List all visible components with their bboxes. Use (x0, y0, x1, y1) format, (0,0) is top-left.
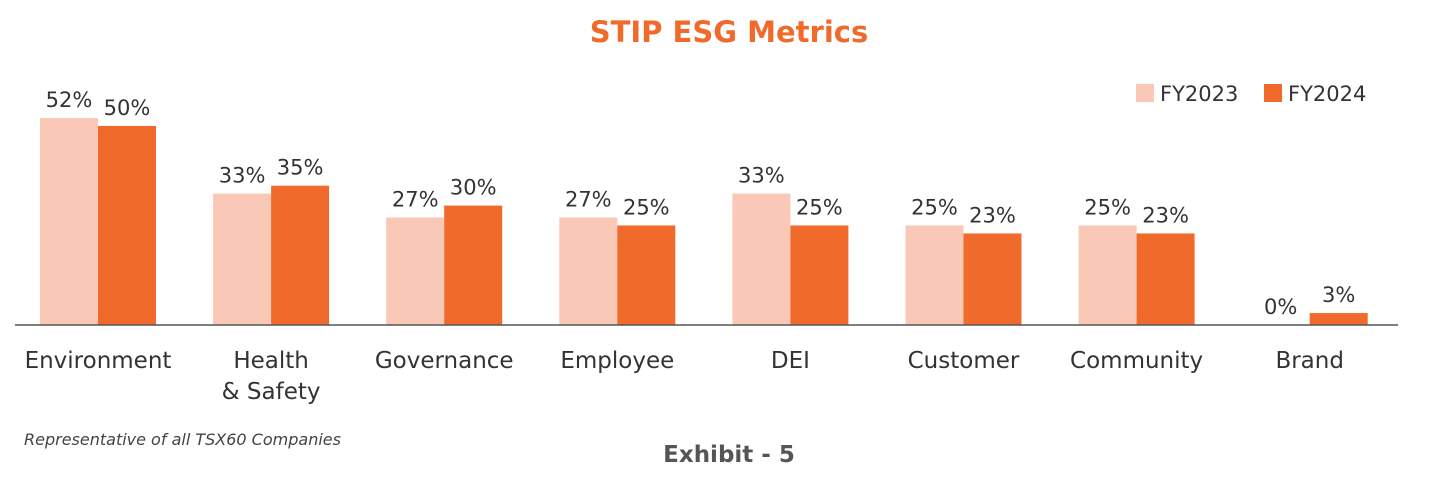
legend: FY2023 FY2024 (1136, 82, 1366, 106)
legend-swatch-fy2024 (1264, 84, 1282, 102)
value-label-fy2024-4: 25% (796, 195, 843, 219)
value-label-fy2023-3: 27% (565, 188, 612, 212)
value-label-fy2024-3: 25% (623, 195, 670, 219)
value-label-fy2023-1: 33% (219, 164, 266, 188)
exhibit-label: Exhibit - 5 (663, 442, 795, 468)
bars (40, 118, 1368, 325)
value-label-fy2023-2: 27% (392, 188, 439, 212)
legend-label-fy2024: FY2024 (1288, 82, 1366, 106)
value-label-fy2023-5: 25% (911, 195, 958, 219)
category-label-0: Environment (25, 348, 172, 374)
bar-fy2024-6 (1136, 233, 1195, 325)
bar-fy2024-0 (98, 125, 156, 325)
bar-fy2023-0 (40, 118, 98, 325)
value-labels: 52% 50% 33% 35% 27% 30% 27% 25% 33% 25% 25% 23% 25% 2… (46, 88, 1356, 319)
value-label-fy2023-6: 25% (1084, 195, 1131, 219)
bar-fy2023-6 (1078, 225, 1137, 325)
value-label-fy2024-5: 23% (969, 203, 1016, 227)
category-labels: Environment Health & Safety Governance Emplo… (25, 348, 1344, 405)
value-label-fy2023-7: 0% (1264, 295, 1297, 319)
bar-fy2024-5 (963, 233, 1022, 325)
bar-fy2024-2 (444, 205, 503, 325)
category-label-1: Health & Safety (222, 348, 321, 405)
bar-fy2023-4 (732, 193, 791, 325)
bar-fy2024-4 (790, 225, 849, 325)
bar-fy2024-1 (271, 185, 330, 325)
legend-label-fy2023: FY2023 (1160, 82, 1238, 106)
bar-fy2023-2 (386, 217, 445, 325)
bar-fy2023-5 (905, 225, 964, 325)
chart-title: STIP ESG Metrics (590, 15, 869, 49)
legend-swatch-fy2023 (1136, 84, 1154, 102)
value-label-fy2023-4: 33% (738, 164, 785, 188)
category-label-3: Employee (560, 348, 674, 374)
value-label-fy2024-7: 3% (1322, 283, 1355, 307)
bar-fy2023-1 (213, 193, 272, 325)
bar-fy2024-7 (1309, 313, 1368, 325)
value-label-fy2024-0: 50% (104, 96, 151, 120)
value-label-fy2023-0: 52% (46, 88, 93, 112)
bar-fy2023-3 (559, 217, 618, 325)
value-label-fy2024-2: 30% (450, 176, 497, 200)
category-label-4: DEI (771, 348, 810, 374)
value-label-fy2024-1: 35% (277, 156, 324, 180)
category-label-2: Governance (375, 348, 514, 374)
category-label-7: Brand (1275, 348, 1344, 374)
bar-fy2024-3 (617, 225, 676, 325)
value-label-fy2024-6: 23% (1142, 203, 1189, 227)
footnote: Representative of all TSX60 Companies (24, 430, 341, 449)
category-label-6: Community (1070, 348, 1203, 374)
category-label-5: Customer (908, 348, 1020, 374)
